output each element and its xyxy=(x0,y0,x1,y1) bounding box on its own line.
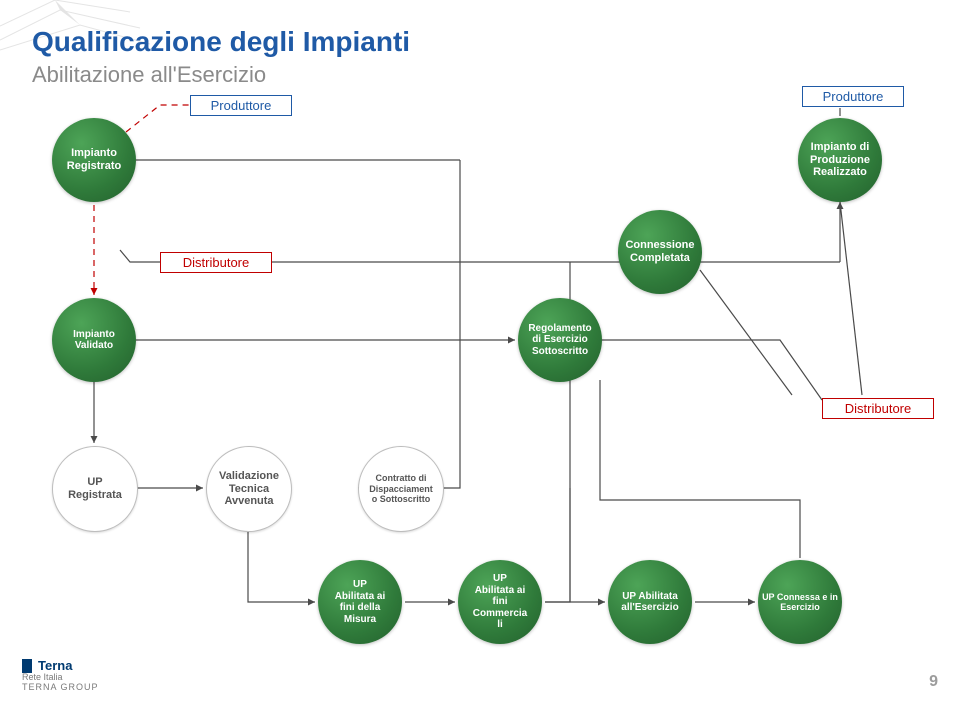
footer-line3: TERNA GROUP xyxy=(22,682,99,692)
page-number: 9 xyxy=(929,673,938,691)
node-contratto: Contratto di Dispacciament o Sottoscritt… xyxy=(358,446,444,532)
node-impianto_registrato: Impianto Registrato xyxy=(52,118,136,202)
page-title: Qualificazione degli Impianti xyxy=(32,26,410,58)
node-up_misura: UP Abilitata ai fini della Misura xyxy=(318,560,402,644)
node-up_connessa: UP Connessa e in Esercizio xyxy=(758,560,842,644)
node-regolamento: Regolamento di Esercizio Sottoscritto xyxy=(518,298,602,382)
footer-line2: Rete Italia xyxy=(22,672,63,682)
label-produttore_right: Produttore xyxy=(802,86,904,107)
label-distributore_low: Distributore xyxy=(822,398,934,419)
node-up_esercizio: UP Abilitata all'Esercizio xyxy=(608,560,692,644)
node-up_commerciali: UP Abilitata ai fini Commercia li xyxy=(458,560,542,644)
node-impianto_validato: Impianto Validato xyxy=(52,298,136,382)
node-validazione: Validazione Tecnica Avvenuta xyxy=(206,446,292,532)
slide: Qualificazione degli Impianti Abilitazio… xyxy=(0,0,960,705)
label-produttore_left: Produttore xyxy=(190,95,292,116)
node-impianto_realizzato: Impianto di Produzione Realizzato xyxy=(798,118,882,202)
node-up_registrata: UP Registrata xyxy=(52,446,138,532)
footer-logo: Terna Rete Italia TERNA GROUP xyxy=(22,659,99,693)
label-distributore_mid: Distributore xyxy=(160,252,272,273)
node-connessione: Connessione Completata xyxy=(618,210,702,294)
footer-brand: Terna xyxy=(22,659,99,673)
page-subtitle: Abilitazione all'Esercizio xyxy=(32,62,266,88)
